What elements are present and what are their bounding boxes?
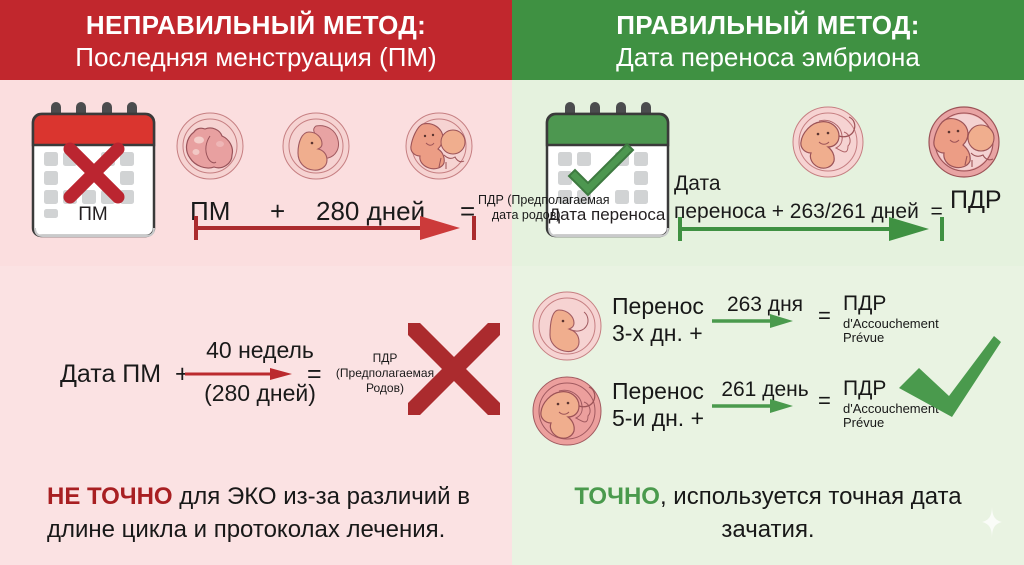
- svg-text:ПМ: ПМ: [78, 204, 107, 225]
